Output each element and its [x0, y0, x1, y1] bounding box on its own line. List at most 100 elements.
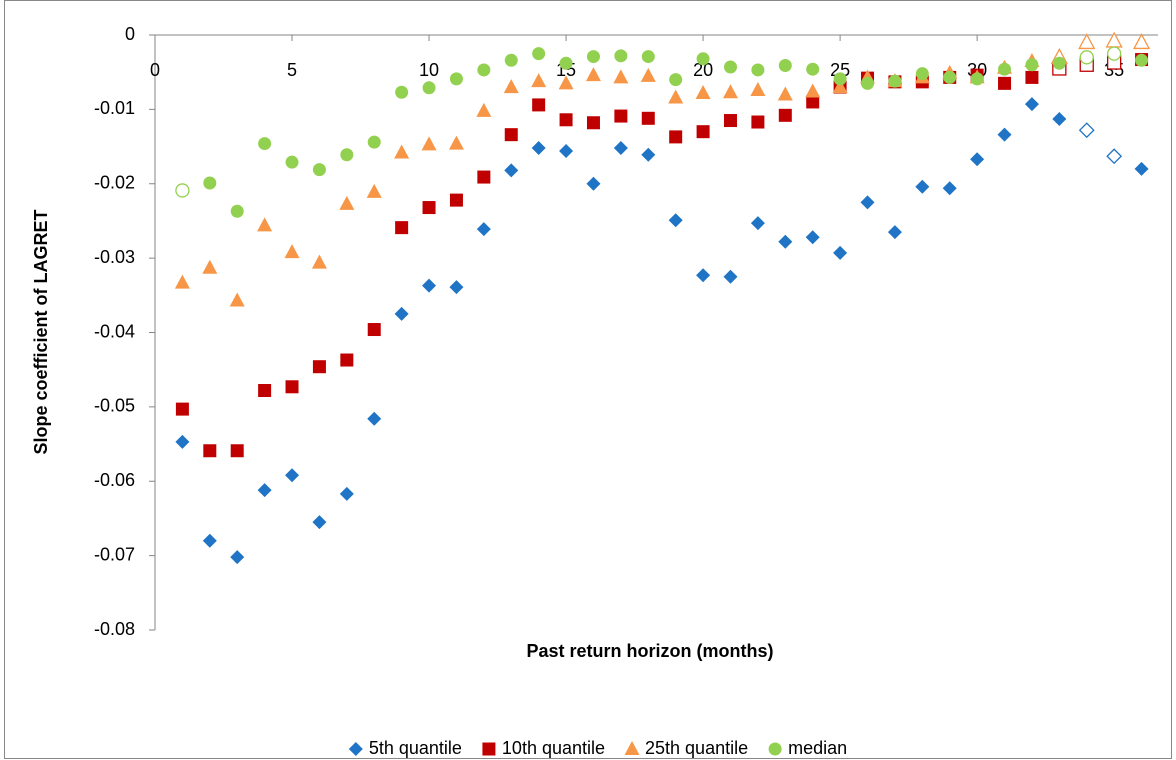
marker-diamond: [942, 181, 957, 196]
legend: 5th quantile 10th quantile 25th quantile me…: [348, 738, 847, 758]
marker-square: [449, 193, 463, 207]
marker-diamond: [805, 230, 820, 245]
marker-square: [1025, 70, 1039, 84]
marker-circle: [532, 47, 546, 61]
legend-label: 5th quantile: [369, 738, 462, 758]
marker-square: [422, 201, 436, 215]
x-tick-label: 0: [150, 60, 160, 80]
marker-triangle: [668, 89, 684, 104]
marker-circle: [778, 58, 792, 72]
marker-square: [504, 128, 518, 142]
marker-diamond: [257, 483, 272, 498]
legend-label: 25th quantile: [645, 738, 748, 758]
marker-circle: [449, 72, 463, 86]
marker-square: [669, 130, 683, 144]
marker-square: [778, 108, 792, 122]
marker-circle: [285, 155, 299, 169]
marker-diamond: [668, 213, 683, 228]
marker-square: [340, 353, 354, 367]
marker-diamond: [860, 195, 875, 210]
marker-triangle: [750, 82, 766, 97]
marker-triangle: [257, 217, 273, 232]
marker-square: [175, 402, 189, 416]
marker-diamond: [422, 278, 437, 293]
marker-diamond: [1106, 148, 1123, 165]
marker-square: [367, 323, 381, 337]
marker-circle: [586, 50, 600, 64]
y-tick-label: -0.08: [94, 619, 135, 639]
x-tick-label: 20: [693, 60, 713, 80]
marker-circle: [504, 53, 518, 67]
marker-square: [258, 384, 272, 398]
marker-triangle: [640, 67, 656, 82]
marker-diamond: [641, 147, 656, 162]
marker-square: [395, 221, 409, 235]
marker-diamond: [367, 411, 382, 426]
marker-diamond: [613, 141, 628, 156]
marker-diamond: [1134, 161, 1149, 176]
marker-square: [559, 113, 573, 127]
marker-circle: [1135, 53, 1149, 67]
marker-triangle: [339, 195, 355, 210]
marker-triangle: [311, 254, 327, 269]
marker-diamond: [175, 434, 190, 449]
marker-triangle: [421, 136, 437, 151]
marker-square: [723, 114, 737, 128]
marker-square: [696, 125, 710, 139]
marker-circle: [312, 163, 326, 177]
marker-diamond: [559, 144, 574, 159]
marker-circle: [943, 70, 957, 84]
marker-diamond: [997, 127, 1012, 142]
marker-diamond: [230, 550, 245, 565]
marker-triangle: [229, 292, 245, 307]
marker-triangle: [174, 274, 190, 289]
marker-triangle: [284, 244, 300, 259]
marker-triangle: [832, 79, 848, 94]
y-tick-label: -0.07: [94, 544, 135, 564]
marker-triangle: [558, 75, 574, 90]
y-tick-label: -0.03: [94, 247, 135, 267]
marker-diamond: [339, 486, 354, 501]
marker-triangle: [394, 144, 410, 159]
marker-square: [641, 111, 655, 125]
marker-circle: [1107, 46, 1122, 61]
marker-circle: [768, 742, 782, 756]
marker-triangle: [805, 83, 821, 98]
legend-item: 5th quantile: [348, 738, 462, 758]
marker-triangle: [585, 67, 601, 82]
marker-circle: [806, 62, 820, 76]
marker-square: [586, 116, 600, 130]
marker-circle: [559, 56, 573, 70]
marker-circle: [998, 62, 1012, 76]
legend-item: 25th quantile: [624, 738, 748, 758]
marker-circle: [477, 63, 491, 77]
marker-diamond: [285, 468, 300, 483]
marker-diamond: [348, 742, 363, 756]
legend-item: median: [768, 738, 847, 758]
marker-triangle: [503, 79, 519, 94]
marker-triangle: [476, 102, 492, 117]
y-tick-label: -0.01: [94, 98, 135, 118]
x-axis-title: Past return horizon (months): [527, 641, 774, 661]
marker-circle: [915, 67, 929, 81]
marker-triangle: [531, 73, 547, 88]
y-tick-label: -0.04: [94, 321, 135, 341]
marker-circle: [340, 148, 354, 162]
y-axis-title: Slope coefficient of LAGRET: [31, 209, 51, 454]
marker-diamond: [970, 152, 985, 167]
marker-circle: [1025, 58, 1039, 72]
marker-square: [532, 98, 546, 112]
marker-diamond: [887, 225, 902, 240]
marker-circle: [367, 135, 381, 149]
marker-triangle: [695, 85, 711, 100]
marker-circle: [696, 52, 710, 66]
marker-diamond: [586, 176, 601, 191]
y-tick-label: -0.02: [94, 173, 135, 193]
marker-diamond: [1052, 112, 1067, 127]
y-tick-label: -0.06: [94, 470, 135, 490]
marker-square: [203, 444, 217, 458]
marker-circle: [1079, 50, 1094, 65]
marker-circle: [751, 63, 765, 77]
marker-diamond: [833, 245, 848, 260]
marker-diamond: [394, 306, 409, 321]
